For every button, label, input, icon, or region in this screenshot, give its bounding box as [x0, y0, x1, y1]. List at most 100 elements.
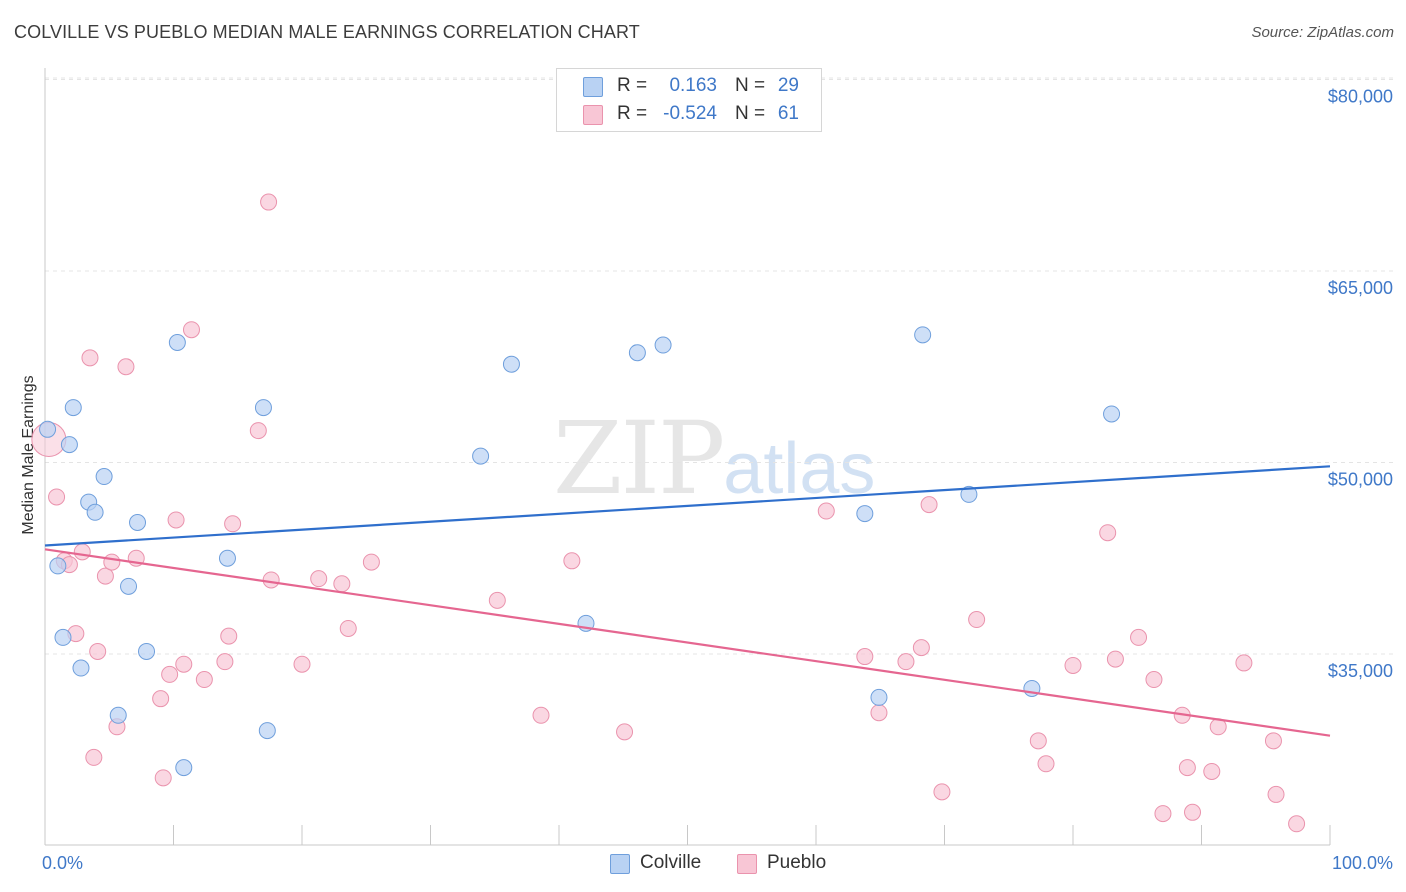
- colville-point: [60, 436, 78, 454]
- y-tick-label: $80,000: [1328, 87, 1393, 107]
- pueblo-point: [103, 553, 121, 571]
- pueblo-point: [362, 553, 380, 571]
- pueblo-point: [1099, 524, 1117, 542]
- colville-point: [258, 722, 276, 740]
- pueblo-point: [870, 704, 888, 722]
- pueblo-point: [81, 349, 99, 367]
- pueblo-point: [616, 723, 634, 741]
- pueblo-point: [1145, 671, 1163, 689]
- series-legend: Colville Pueblo: [0, 852, 1406, 876]
- chart-title: COLVILLE VS PUEBLO MEDIAN MALE EARNINGS …: [14, 22, 640, 42]
- pueblo-point: [1288, 815, 1306, 833]
- legend-n-value: 61: [777, 103, 799, 124]
- pueblo-point: [817, 502, 835, 520]
- pueblo-point: [154, 769, 172, 787]
- x-tick-label: 100.0%: [1332, 853, 1393, 873]
- colville-point: [870, 688, 888, 706]
- pueblo-point: [968, 611, 986, 629]
- colville-legend-swatch: [610, 854, 630, 874]
- pueblo-point: [161, 665, 179, 683]
- pueblo-point: [1184, 803, 1202, 821]
- pueblo-point: [260, 193, 278, 211]
- pueblo-point: [195, 671, 213, 689]
- y-axis-label: Median Male Earnings: [20, 375, 37, 534]
- pueblo-point: [152, 690, 170, 708]
- colville-point: [95, 468, 113, 486]
- colville-point: [39, 420, 57, 438]
- pueblo-point: [1130, 628, 1148, 646]
- pueblo-point: [488, 591, 506, 609]
- colville-point: [54, 628, 72, 646]
- pueblo-point: [1235, 654, 1253, 672]
- pueblo-point: [310, 570, 328, 588]
- pueblo-point: [1064, 656, 1082, 674]
- pueblo-point: [1029, 732, 1047, 750]
- pueblo-point: [1178, 759, 1196, 777]
- pueblo-swatch: [583, 105, 603, 125]
- colville-point: [168, 333, 186, 351]
- pueblo-point: [1203, 762, 1221, 780]
- pueblo-point: [897, 653, 915, 671]
- pueblo-point: [1154, 805, 1172, 823]
- colville-point: [218, 549, 236, 567]
- pueblo-point: [175, 655, 193, 673]
- pueblo-point: [117, 358, 135, 376]
- legend-r-value: -0.524: [663, 103, 717, 124]
- pueblo-point: [933, 783, 951, 801]
- colville-point: [175, 759, 193, 777]
- pueblo-point: [89, 642, 107, 660]
- watermark: ZIPatlas: [553, 400, 875, 517]
- pueblo-trend-line: [44, 548, 1331, 737]
- pueblo-legend-swatch: [737, 854, 757, 874]
- pueblo-point: [293, 655, 311, 673]
- colville-point: [138, 642, 156, 660]
- pueblo-point: [1264, 732, 1282, 750]
- legend-row-pueblo: R = -0.524 N = 61: [557, 100, 821, 128]
- pueblo-point: [85, 748, 103, 766]
- y-tick-label: $35,000: [1328, 661, 1393, 681]
- legend-r-label: R =: [617, 103, 648, 124]
- pueblo-legend-label: Pueblo: [767, 852, 827, 873]
- colville-point: [254, 399, 272, 417]
- x-tick-label: 0.0%: [42, 853, 83, 873]
- pueblo-point: [262, 571, 280, 589]
- legend-row-colville: R = 0.163 N = 29: [557, 72, 821, 100]
- colville-point: [1103, 405, 1121, 423]
- pueblo-point: [224, 515, 242, 533]
- pueblo-point: [339, 619, 357, 637]
- colville-point: [960, 485, 978, 503]
- pueblo-point: [249, 422, 267, 440]
- legend-n-value: 29: [777, 75, 799, 96]
- legend-r-label: R =: [617, 75, 648, 96]
- colville-point: [856, 505, 874, 523]
- pueblo-point: [856, 648, 874, 666]
- colville-swatch: [583, 77, 603, 97]
- pueblo-point: [563, 552, 581, 570]
- colville-point: [72, 659, 90, 677]
- pueblo-point: [912, 639, 930, 657]
- pueblo-point: [1037, 755, 1055, 773]
- colville-point: [502, 355, 520, 373]
- colville-legend-label: Colville: [640, 852, 702, 873]
- colville-point: [628, 344, 646, 362]
- chart-source: Source: ZipAtlas.com: [1251, 24, 1394, 41]
- pueblo-point: [1267, 785, 1285, 803]
- colville-point: [49, 557, 67, 575]
- pueblo-point: [1106, 650, 1124, 668]
- colville-trend-line: [44, 465, 1331, 547]
- pueblo-point: [532, 706, 550, 724]
- correlation-legend: R = 0.163 N = 29 R = -0.524 N = 61: [556, 68, 822, 132]
- colville-point: [129, 514, 147, 532]
- pueblo-point: [333, 575, 351, 593]
- pueblo-point: [182, 321, 200, 339]
- colville-point: [120, 577, 138, 595]
- y-tick-label: $65,000: [1328, 278, 1393, 298]
- pueblo-point: [96, 567, 114, 585]
- colville-point: [472, 447, 490, 465]
- pueblo-point: [48, 488, 66, 506]
- colville-point: [914, 326, 932, 344]
- pueblo-point: [920, 496, 938, 514]
- colville-point: [86, 503, 104, 521]
- watermark-zip: ZIP: [553, 400, 725, 517]
